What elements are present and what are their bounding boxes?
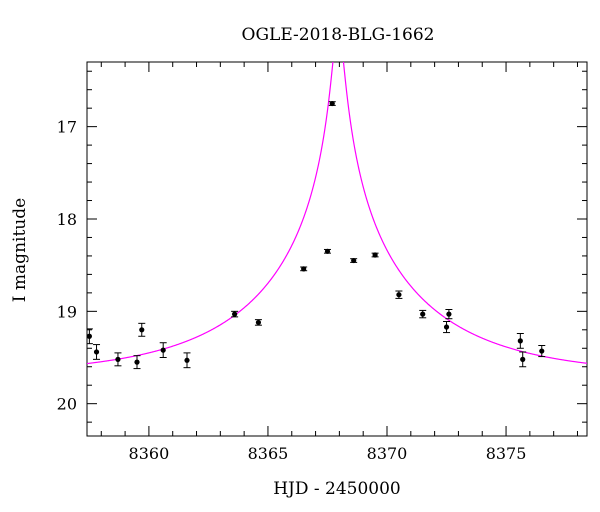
- data-point: [300, 266, 308, 272]
- data-point: [443, 320, 451, 334]
- data-point: [114, 352, 122, 367]
- data-point: [231, 310, 239, 318]
- point-marker: [134, 359, 140, 365]
- axis-tick-labels: 8360 8365 8370 8375 17 18 19 20: [57, 118, 527, 463]
- point-marker: [87, 333, 92, 339]
- point-marker: [184, 357, 190, 363]
- y-tick-label: 19: [57, 302, 77, 321]
- point-marker: [372, 252, 378, 258]
- data-point: [183, 352, 191, 369]
- y-tick-label: 17: [57, 118, 77, 137]
- point-marker: [139, 327, 145, 333]
- x-tick-label: 8370: [367, 444, 408, 463]
- x-tick-label: 8375: [486, 444, 527, 463]
- model-curve: [87, 62, 587, 365]
- data-point: [138, 322, 146, 337]
- point-marker: [160, 347, 166, 353]
- x-tick-label: 8365: [248, 444, 289, 463]
- point-marker: [93, 349, 100, 355]
- x-axis-label: HJD - 2450000: [273, 479, 401, 499]
- point-marker: [520, 356, 526, 362]
- plot-frame: [86, 61, 588, 437]
- data-point: [371, 252, 379, 258]
- data-point: [93, 344, 101, 360]
- y-tick-label: 18: [57, 210, 77, 229]
- y-axis-label: I magnitude: [10, 198, 30, 302]
- point-marker: [232, 311, 238, 317]
- data-point: [159, 342, 167, 359]
- point-marker: [396, 292, 402, 298]
- data-point: [133, 355, 141, 370]
- data-point: [445, 308, 453, 320]
- point-marker: [446, 311, 452, 317]
- plot-area: 8360 8365 8370 8375 17 18 19 20: [57, 61, 588, 463]
- data-point: [87, 328, 93, 345]
- data-point: [323, 248, 331, 254]
- point-marker: [255, 319, 262, 326]
- data-point: [516, 332, 524, 349]
- chart-title: OGLE-2018-BLG-1662: [242, 25, 435, 45]
- point-marker: [351, 257, 357, 264]
- y-tick-label: 20: [57, 395, 77, 414]
- data-point: [350, 257, 358, 264]
- point-marker: [443, 324, 450, 330]
- axis-ticks: [87, 62, 587, 436]
- point-marker: [539, 348, 545, 354]
- point-marker: [301, 266, 307, 272]
- model-curve-layer: [87, 62, 587, 365]
- x-tick-label: 8360: [129, 444, 170, 463]
- data-point: [328, 100, 336, 107]
- data-point: [395, 290, 403, 299]
- point-marker: [329, 100, 335, 107]
- data-point: [538, 345, 546, 358]
- point-marker: [420, 311, 426, 317]
- data-point: [254, 319, 262, 326]
- data-point: [519, 351, 527, 368]
- data-point: [419, 309, 427, 319]
- point-marker: [324, 248, 331, 254]
- data-points-layer: [87, 100, 546, 370]
- point-marker: [517, 338, 523, 344]
- point-marker: [115, 356, 121, 362]
